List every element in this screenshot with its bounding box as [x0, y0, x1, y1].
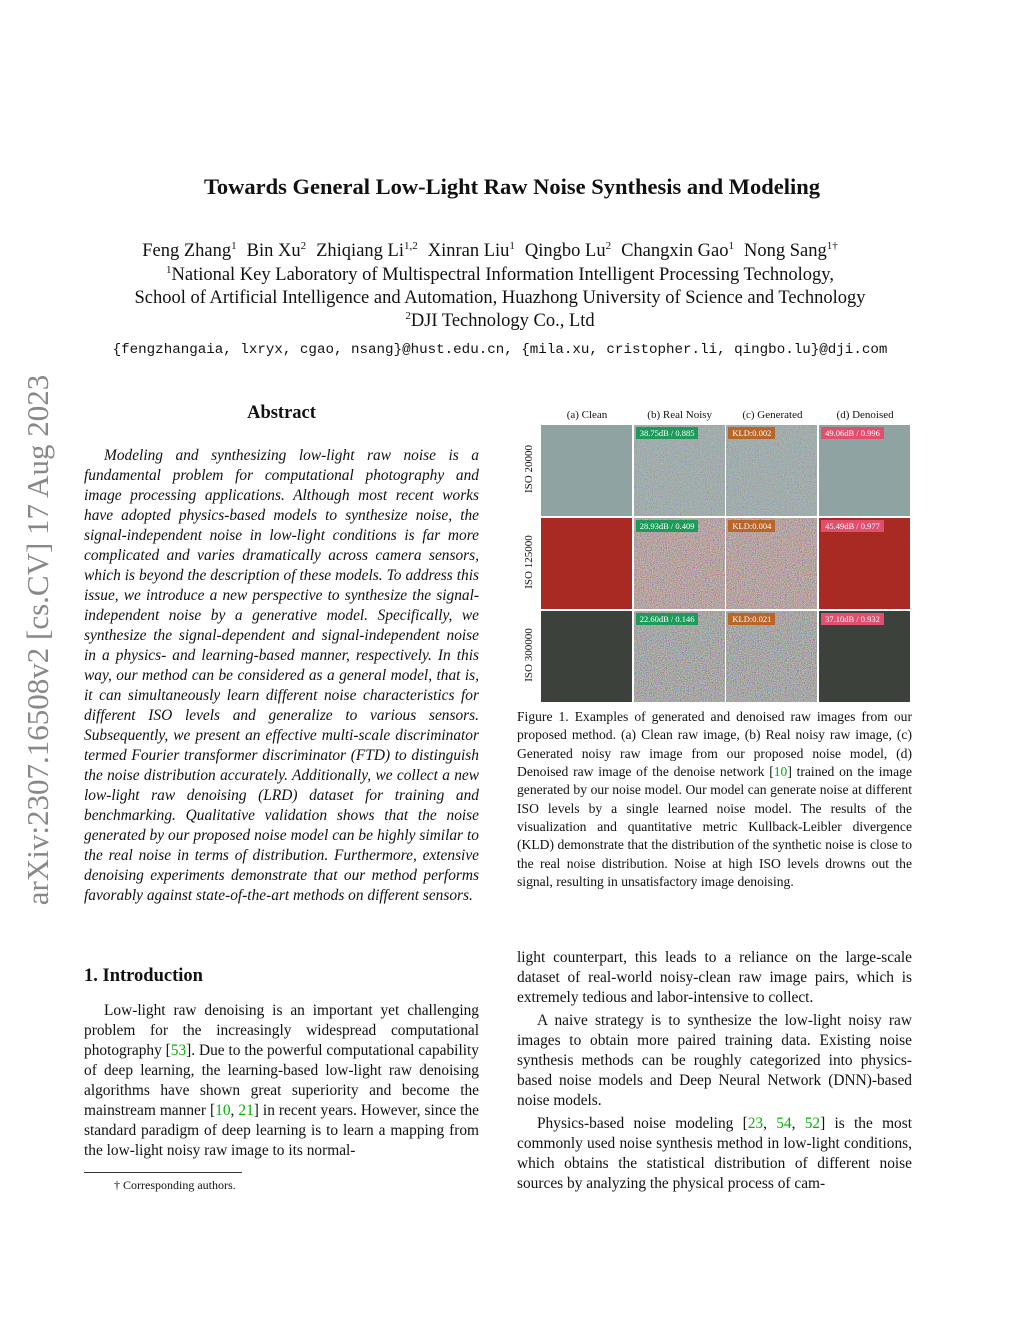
figure-image-real: 28.93dB / 0.409	[633, 518, 725, 609]
metric-badge: KLD:0.004	[728, 520, 776, 532]
figure-row-label: ISO 300000	[523, 628, 535, 682]
figure-row-label: ISO 20000	[523, 445, 535, 493]
figure-column-label: (c) Generated	[742, 409, 803, 421]
metric-badge: 49.06dB / 0.996	[821, 427, 884, 439]
author-affiliation-mark: 1	[728, 239, 734, 252]
figure-image-clean	[541, 425, 632, 516]
author-name: Feng Zhang	[142, 241, 232, 261]
figure-image-gen: KLD:0.004	[726, 518, 818, 609]
author-affiliation-mark: 1	[231, 239, 237, 252]
citation-link[interactable]: 52	[804, 1115, 821, 1132]
text-run: ] trained on the image generated by our …	[517, 764, 912, 890]
figure-image-den: 37.10dB / 0.932	[819, 611, 911, 702]
author-affiliation-mark: 2	[300, 239, 307, 252]
author-name: Xinran Liu	[427, 241, 510, 261]
figure-image-den: 45.49dB / 0.977	[819, 518, 911, 609]
text-run: Physics-based noise modeling [	[537, 1115, 748, 1132]
metric-badge: 37.10dB / 0.932	[821, 613, 884, 625]
text-run: ]. Due to the powerful computational cap…	[84, 1042, 479, 1119]
affiliation-2: 2DJI Technology Co., Ltd	[0, 310, 1000, 333]
figure-image-clean	[541, 611, 632, 702]
figure-image-real: 38.75dB / 0.885	[633, 425, 725, 516]
intro-paragraph-1-cont: light counterpart, this leads to a relia…	[517, 948, 912, 1008]
figure-column-label: (a) Clean	[566, 409, 608, 421]
footnote: † Corresponding authors.	[114, 1178, 236, 1192]
figure-column-label: (b) Real Noisy	[647, 409, 713, 421]
abstract-heading: Abstract	[247, 403, 316, 423]
author: Feng Zhang1	[142, 239, 237, 261]
affiliation-1: 1National Key Laboratory of Multispectra…	[0, 264, 1000, 287]
metric-badge: 22.60dB / 0.146	[635, 613, 699, 625]
intro-left-column: Low-light raw denoising is an important …	[84, 1001, 479, 1161]
citation-link[interactable]: 10	[215, 1102, 231, 1119]
text-run: light counterpart, this leads to a relia…	[517, 949, 912, 1006]
metric-badge: 38.75dB / 0.885	[635, 427, 699, 439]
author-affiliation-mark: 2	[605, 239, 612, 252]
author: Qingbo Lu2	[524, 239, 612, 261]
intro-right-column: light counterpart, this leads to a relia…	[517, 948, 912, 1194]
author-affiliation-mark: 1	[509, 239, 515, 252]
paper-title: Towards General Low-Light Raw Noise Synt…	[203, 174, 821, 199]
author: Nong Sang1†	[743, 239, 838, 261]
text-run: ,	[791, 1115, 805, 1132]
citation-link[interactable]: 53	[170, 1042, 187, 1059]
arxiv-stamp: arXiv:2307.16508v2 [cs.CV] 17 Aug 2023	[20, 374, 55, 906]
author: Bin Xu2	[246, 239, 307, 261]
citation-link[interactable]: 54	[776, 1115, 792, 1132]
text-run: A naive strategy is to synthesize the lo…	[517, 1012, 912, 1109]
author-name: Nong Sang	[743, 241, 827, 261]
text-run: Low-light raw denoising is an important …	[84, 1002, 479, 1059]
intro-paragraph-1: Low-light raw denoising is an important …	[84, 1001, 479, 1161]
figure-image-gen: KLD:0.002	[726, 425, 818, 516]
intro-heading: 1. Introduction	[84, 966, 203, 986]
figure-image-real: 22.60dB / 0.146	[633, 611, 725, 702]
text-run: ] is the most commonly used noise synthe…	[517, 1115, 912, 1192]
author-name: Zhiqiang Li	[316, 241, 404, 261]
abstract-text: Modeling and synthesizing low-light raw …	[84, 446, 479, 906]
figure-image-gen: KLD:0.021	[726, 611, 818, 702]
author: Zhiqiang Li1,2	[316, 239, 418, 261]
intro-paragraph-2: A naive strategy is to synthesize the lo…	[517, 1011, 912, 1111]
author-emails: {fengzhangaia, lxryx, cgao, nsang}@hust.…	[112, 342, 888, 358]
affiliation-1-line2: School of Artificial Intelligence and Au…	[134, 288, 866, 308]
metric-badge: KLD:0.002	[728, 427, 776, 439]
metric-badge: KLD:0.021	[728, 613, 776, 625]
figure-row-label: ISO 125000	[523, 535, 535, 589]
author-name: Bin Xu	[246, 241, 301, 261]
intro-paragraph-3: Physics-based noise modeling [23, 54, 52…	[517, 1114, 912, 1194]
aff-text: DJI Technology Co., Ltd	[410, 311, 595, 331]
aff-text: National Key Laboratory of Multispectral…	[171, 265, 834, 285]
author-name: Changxin Gao	[621, 241, 729, 261]
citation-link[interactable]: 10	[773, 764, 788, 780]
figure-column-label: (d) Denoised	[836, 409, 894, 421]
figure-image-den: 49.06dB / 0.996	[819, 425, 911, 516]
aff-mark: 2	[405, 309, 411, 322]
metric-badge: 45.49dB / 0.977	[821, 520, 884, 532]
text-run: ,	[230, 1102, 239, 1119]
author: Xinran Liu1	[427, 239, 515, 261]
text-run: ] in recent years. However, since the st…	[84, 1102, 479, 1159]
figure-caption: Figure 1. Examples of generated and deno…	[517, 708, 912, 891]
author-affiliation-mark: 1,2	[403, 239, 418, 252]
author: Changxin Gao1	[621, 239, 734, 261]
author-list: Feng Zhang1 Bin Xu2 Zhiqiang Li1,2 Xinran L…	[0, 240, 990, 263]
author-name: Qingbo Lu	[524, 241, 606, 261]
footnote-rule	[84, 1172, 242, 1173]
text-run: ,	[763, 1115, 777, 1132]
aff-mark: 1	[166, 263, 172, 276]
citation-link[interactable]: 21	[238, 1102, 254, 1119]
figure-image-clean	[541, 518, 632, 609]
abstract-paragraph: Modeling and synthesizing low-light raw …	[84, 447, 479, 904]
author-affiliation-mark: 1†	[826, 239, 838, 252]
metric-badge: 28.93dB / 0.409	[635, 520, 699, 532]
citation-link[interactable]: 23	[747, 1115, 764, 1132]
text-run: Figure 1. Examples of generated and deno…	[517, 709, 912, 780]
